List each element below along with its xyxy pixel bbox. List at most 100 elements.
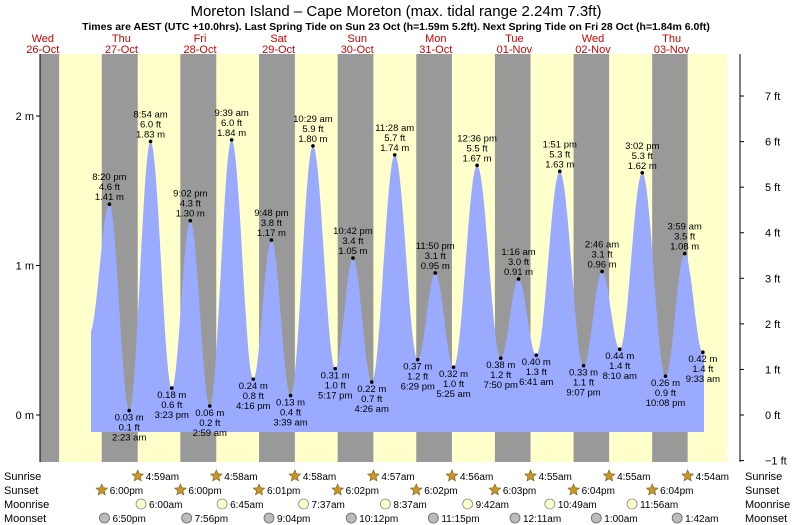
- tide-height-ft-label: 5.9 ft: [302, 124, 323, 135]
- day-of-week-label: Fri: [194, 33, 207, 45]
- sunrise-sun-icon: [366, 469, 380, 482]
- low-tide-marker: [498, 356, 503, 360]
- moonset-time-label: 6:50pm: [112, 514, 145, 525]
- moonrise-moon-icon: [626, 498, 638, 510]
- tide-height-m-label: 1.84 m: [217, 128, 246, 139]
- high-tide-marker: [351, 256, 355, 260]
- sunrise-row-label-right: Sunrise: [745, 471, 782, 483]
- tide-height-ft-label: 3.8 ft: [261, 218, 282, 229]
- sunset-time-label: 6:02pm: [424, 486, 457, 497]
- high-tide-marker: [229, 138, 234, 142]
- high-tide-marker: [148, 139, 153, 144]
- sunset-sun-icon: [409, 483, 423, 496]
- tide-time-label: 5:17 pm: [318, 391, 352, 402]
- tide-height-ft-label: 6.0 ft: [140, 119, 161, 130]
- moonrise-row-label-right: Moonrise: [745, 499, 790, 511]
- sunrise-time-label: 4:57am: [381, 472, 414, 483]
- tide-time-label: 6:41 am: [519, 377, 553, 388]
- tide-time-label: 3:23 pm: [155, 410, 189, 421]
- tide-height-m-label: 1.08 m: [670, 242, 699, 253]
- sunset-sun-icon: [331, 483, 345, 496]
- moonrise-time-label: 6:45am: [230, 500, 263, 511]
- tide-time-label: 8:20 pm: [92, 172, 126, 183]
- tide-height-m-label: 1.41 m: [95, 192, 124, 203]
- sunset-time-label: 6:00pm: [188, 486, 221, 497]
- sunset-row-label-right: Sunset: [745, 485, 779, 497]
- y-tick-label-right: 7 ft: [765, 91, 780, 103]
- sunset-sun-icon: [645, 483, 659, 496]
- tide-height-ft-label: 5.3 ft: [549, 149, 570, 160]
- tide-height-m-label: 0.38 m: [486, 360, 515, 371]
- sunset-sun-icon: [173, 483, 187, 496]
- moonset-time-label: 10:12pm: [359, 514, 398, 525]
- y-tick-label-right: 2 ft: [765, 319, 780, 331]
- tide-height-ft-label: 5.5 ft: [467, 143, 488, 154]
- sunrise-sun-icon: [602, 469, 616, 482]
- sunset-sun-icon: [567, 483, 581, 496]
- tide-height-m-label: 0.96 m: [588, 259, 617, 270]
- day-of-week-label: Mon: [425, 33, 446, 45]
- sunrise-time-label: 4:58am: [303, 472, 336, 483]
- moonrise-time-label: 7:37am: [312, 500, 345, 511]
- moonset-moon-icon: [345, 512, 357, 524]
- date-label: 03-Nov: [654, 44, 690, 56]
- moonset-moon-icon: [671, 512, 683, 524]
- sunrise-sun-icon: [209, 469, 223, 482]
- tide-height-m-label: 0.24 m: [239, 381, 268, 392]
- moonrise-time-label: 8:37am: [393, 500, 426, 511]
- moonrise-moon-icon: [135, 498, 147, 510]
- tide-time-label: 4:26 am: [355, 404, 389, 415]
- day-of-week-label: Wed: [32, 33, 54, 45]
- moonset-row-label-left: Moonset: [4, 513, 46, 525]
- moonset-row-label-right: Moonset: [745, 513, 787, 525]
- date-label: 29-Oct: [262, 44, 295, 56]
- day-of-week-label: Sat: [270, 33, 287, 45]
- date-label: 02-Nov: [575, 44, 611, 56]
- low-tide-marker: [333, 366, 338, 371]
- low-tide-marker: [127, 408, 132, 413]
- moonset-time-label: 1:42am: [685, 514, 718, 525]
- tide-time-label: 9:07 pm: [566, 388, 600, 399]
- y-tick-label-right: 6 ft: [765, 137, 780, 149]
- moonset-time-label: 1:00am: [604, 514, 637, 525]
- tide-time-label: 2:46 am: [585, 239, 619, 250]
- tide-height-m-label: 1.63 m: [545, 159, 574, 170]
- moonset-moon-icon: [427, 512, 439, 524]
- moonset-moon-icon: [263, 512, 275, 524]
- tide-height-m-label: 1.17 m: [257, 228, 286, 239]
- tide-height-m-label: 0.32 m: [439, 369, 468, 380]
- tide-height-ft-label: 3.0 ft: [508, 257, 529, 268]
- moonrise-time-label: 9:42am: [476, 500, 509, 511]
- moonrise-moon-icon: [216, 498, 228, 510]
- moonrise-row-label-left: Moonrise: [4, 499, 49, 511]
- date-label: 26-Oct: [26, 44, 59, 56]
- tide-time-label: 5:25 am: [436, 389, 470, 400]
- day-of-week-label: Thu: [662, 33, 681, 45]
- tide-height-m-label: 0.37 m: [403, 362, 432, 373]
- tide-time-label: 3:02 pm: [625, 141, 659, 152]
- tide-height-ft-label: 4.6 ft: [99, 182, 120, 193]
- day-of-week-label: Sun: [347, 33, 367, 45]
- moonrise-moon-icon: [298, 498, 309, 510]
- high-tide-marker: [433, 271, 438, 275]
- moonset-moon-icon: [99, 512, 110, 524]
- day-of-week-label: Tue: [505, 33, 524, 45]
- y-tick-label-right: 1 ft: [765, 364, 780, 376]
- low-tide-marker: [581, 363, 586, 368]
- sunrise-time-label: 4:58am: [224, 472, 257, 483]
- y-tick-label-right: 4 ft: [765, 228, 780, 240]
- tide-height-m-label: 0.22 m: [357, 384, 386, 395]
- low-tide-marker: [701, 350, 705, 355]
- tide-height-ft-label: 1.4 ft: [692, 364, 713, 375]
- moonset-time-label: 11:15pm: [441, 514, 479, 525]
- low-tide-marker: [415, 357, 420, 362]
- sunrise-time-label: 4:55am: [539, 472, 572, 483]
- tide-height-ft-label: 0.9 ft: [655, 388, 676, 399]
- tide-height-ft-label: 1.4 ft: [609, 361, 630, 372]
- tide-height-ft-label: 0.6 ft: [161, 400, 182, 411]
- high-tide-marker: [311, 144, 315, 148]
- moonset-time-label: 7:56pm: [195, 514, 228, 525]
- tide-time-label: 9:48 pm: [254, 208, 288, 219]
- tide-time-label: 12:36 pm: [457, 133, 497, 144]
- low-tide-marker: [288, 393, 293, 398]
